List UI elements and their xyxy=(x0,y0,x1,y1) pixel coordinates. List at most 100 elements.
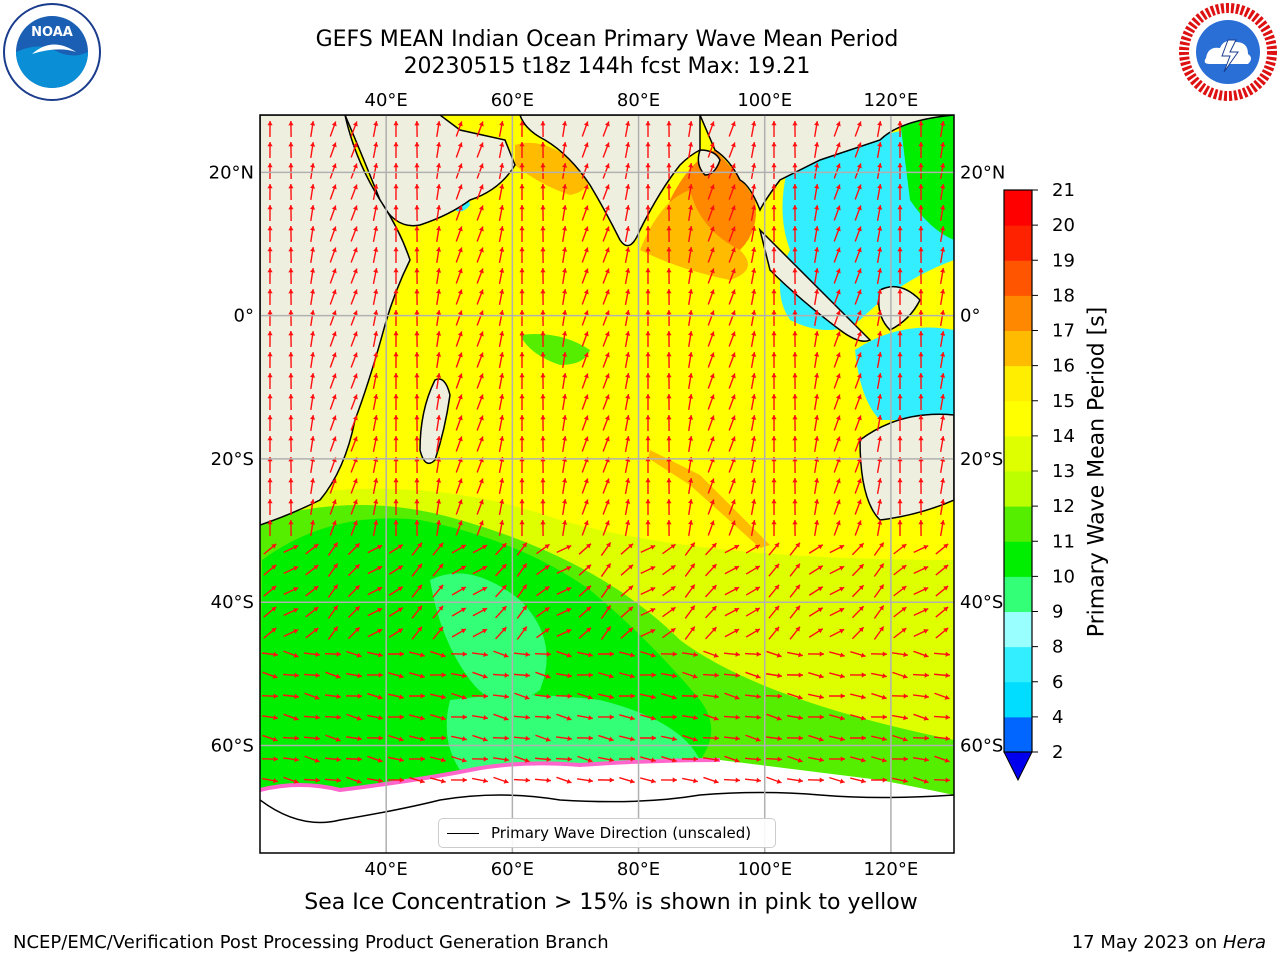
wave-arrow-head xyxy=(457,268,463,274)
wave-arrow-head xyxy=(373,289,379,294)
wave-arrow-head xyxy=(604,289,610,295)
wave-arrow-head xyxy=(378,652,383,658)
wave-arrow-head xyxy=(267,499,273,504)
wave-arrow-head xyxy=(856,184,862,190)
wave-arrow-head xyxy=(399,714,404,720)
wave-arrow-head xyxy=(457,352,463,358)
wave-arrow-head xyxy=(839,608,845,613)
wave-arrow-head xyxy=(393,205,399,210)
wave-arrow-head xyxy=(483,778,488,784)
wave-arrow-head xyxy=(583,163,589,169)
wave-arrow-head xyxy=(267,352,273,357)
wave-arrow-head xyxy=(609,651,614,657)
wave-arrow-head xyxy=(460,544,466,550)
wave-arrow-head xyxy=(499,415,505,420)
wave-arrow-head xyxy=(604,415,610,421)
wave-arrow-head xyxy=(501,564,507,570)
wave-arrow-head xyxy=(399,777,404,783)
wave-arrow-head xyxy=(709,226,715,232)
wave-arrow-head xyxy=(792,415,798,420)
wave-arrow-head xyxy=(940,520,946,525)
wave-arrow-head xyxy=(272,673,278,679)
wave-arrow-head xyxy=(734,607,740,613)
wave-arrow-head xyxy=(771,121,777,126)
wave-arrow-head xyxy=(730,415,736,421)
wave-arrow-head xyxy=(792,163,798,168)
wave-arrow-head xyxy=(313,565,319,570)
wave-arrow-head xyxy=(856,310,862,316)
wave-arrow-head xyxy=(499,394,505,399)
wave-arrow-head xyxy=(419,778,425,784)
wave-arrow-head xyxy=(645,394,651,399)
wave-arrow-head xyxy=(566,545,572,550)
wave-arrow-head xyxy=(835,289,841,295)
wave-arrow-head xyxy=(478,289,484,295)
wave-arrow-head xyxy=(393,478,399,483)
wave-arrow-head xyxy=(944,694,950,700)
wave-arrow-head xyxy=(271,543,277,549)
wave-arrow-head xyxy=(923,587,929,592)
wave-arrow-head xyxy=(393,436,399,441)
wave-arrow-head xyxy=(735,777,740,783)
wave-arrow-head xyxy=(588,778,593,784)
wave-arrow-head xyxy=(414,499,420,504)
wave-arrow-head xyxy=(901,544,907,549)
wave-arrow-head xyxy=(314,757,320,763)
wave-arrow-head xyxy=(792,478,798,483)
lat-tick-label-right: 0° xyxy=(960,306,980,327)
wave-arrow-head xyxy=(373,394,379,399)
wave-arrow-head xyxy=(544,586,550,591)
wave-arrow-head xyxy=(839,587,845,592)
wave-arrow-head xyxy=(835,352,841,358)
wave-arrow-head xyxy=(267,520,273,525)
wave-arrow-head xyxy=(877,205,883,210)
wave-arrow-head xyxy=(879,542,884,548)
wave-arrow-head xyxy=(835,394,841,400)
wave-arrow-head xyxy=(457,520,463,526)
wave-arrow-head xyxy=(271,585,277,591)
wave-arrow-head xyxy=(797,694,803,700)
wave-arrow-head xyxy=(562,142,568,147)
wave-arrow-head xyxy=(393,226,399,231)
wave-arrow-head xyxy=(713,715,719,721)
wave-arrow-head xyxy=(918,415,924,420)
wave-arrow-head xyxy=(670,628,676,633)
wave-arrow-head xyxy=(378,735,383,741)
wave-arrow-head xyxy=(462,651,467,657)
wave-arrow-head xyxy=(918,247,924,252)
wave-arrow-head xyxy=(609,714,614,720)
wave-arrow-head xyxy=(839,652,845,658)
wave-arrow-head xyxy=(352,121,358,127)
wave-arrow-head xyxy=(331,373,337,379)
wave-arrow-head xyxy=(562,352,568,357)
wave-arrow-head xyxy=(310,226,316,231)
colorbar-tick-label: 19 xyxy=(1052,250,1075,271)
wave-arrow-head xyxy=(293,545,299,550)
wave-arrow-head xyxy=(540,352,546,357)
wave-arrow-head xyxy=(461,757,467,763)
wave-arrow-head xyxy=(861,735,866,741)
wave-arrow-head xyxy=(609,777,614,783)
wave-arrow-head xyxy=(940,310,946,315)
colorbar-tick-label: 11 xyxy=(1052,531,1075,552)
wave-arrow-head xyxy=(522,626,527,632)
wave-arrow-head xyxy=(546,777,551,783)
wave-arrow-head xyxy=(666,247,672,252)
wave-arrow-head xyxy=(792,268,798,273)
lon-tick-label-bottom: 100°E xyxy=(737,859,792,880)
wave-arrow-head xyxy=(774,626,780,632)
wave-arrow-head xyxy=(730,163,736,169)
wave-arrow-head xyxy=(672,651,677,657)
lat-tick-label-right: 20°S xyxy=(960,449,1003,470)
wave-arrow-head xyxy=(583,352,589,358)
wave-arrow-head xyxy=(414,436,420,441)
wave-arrow-head xyxy=(310,247,316,252)
wave-arrow-head xyxy=(522,542,527,548)
colorbar-segment xyxy=(1004,611,1032,648)
wave-arrow-head xyxy=(817,628,823,634)
wave-arrow-head xyxy=(288,436,294,441)
wave-arrow-head xyxy=(858,564,864,570)
wave-arrow-head xyxy=(666,205,672,210)
wave-arrow-head xyxy=(897,289,903,294)
wave-arrow-head xyxy=(814,226,820,231)
